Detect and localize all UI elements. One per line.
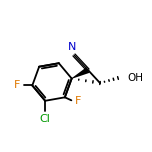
Text: F: F xyxy=(75,96,81,106)
Text: OH: OH xyxy=(127,73,143,83)
Polygon shape xyxy=(72,67,90,79)
Text: F: F xyxy=(14,80,20,90)
Text: N: N xyxy=(68,42,76,52)
Text: Cl: Cl xyxy=(40,114,51,124)
